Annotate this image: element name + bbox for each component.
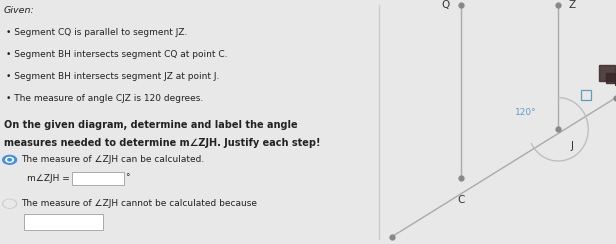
Polygon shape xyxy=(4,200,15,207)
Text: C: C xyxy=(458,195,465,205)
Polygon shape xyxy=(6,157,14,162)
Text: H: H xyxy=(614,78,616,88)
Text: Z: Z xyxy=(569,0,576,10)
Text: J: J xyxy=(570,142,573,151)
Text: Q: Q xyxy=(441,0,449,10)
Text: The measure of ∠ZJH cannot be calculated because: The measure of ∠ZJH cannot be calculated… xyxy=(21,199,257,207)
Text: The measure of ∠ZJH can be calculated.: The measure of ∠ZJH can be calculated. xyxy=(21,155,205,163)
Bar xyxy=(582,90,591,100)
Text: 120°: 120° xyxy=(515,108,537,117)
Text: • The measure of angle CJZ is 120 degrees.: • The measure of angle CJZ is 120 degree… xyxy=(6,94,203,103)
Polygon shape xyxy=(2,199,17,208)
Text: • Segment BH intersects segment JZ at point J.: • Segment BH intersects segment JZ at po… xyxy=(6,72,219,81)
Text: • Segment BH intersects segment CQ at point C.: • Segment BH intersects segment CQ at po… xyxy=(6,50,227,59)
Text: °: ° xyxy=(125,174,129,183)
Text: ⌄: ⌄ xyxy=(94,217,102,227)
Text: Given:: Given: xyxy=(4,6,34,15)
FancyBboxPatch shape xyxy=(24,214,103,230)
Text: On the given diagram, determine and label the angle: On the given diagram, determine and labe… xyxy=(4,120,298,130)
Text: • Segment CQ is parallel to segment JZ.: • Segment CQ is parallel to segment JZ. xyxy=(6,28,187,37)
Text: measures needed to determine m∠ZJH. Justify each step!: measures needed to determine m∠ZJH. Just… xyxy=(4,138,320,148)
Polygon shape xyxy=(7,159,12,161)
Polygon shape xyxy=(2,155,17,164)
Text: m∠ZJH =: m∠ZJH = xyxy=(27,174,70,183)
FancyBboxPatch shape xyxy=(73,172,124,185)
